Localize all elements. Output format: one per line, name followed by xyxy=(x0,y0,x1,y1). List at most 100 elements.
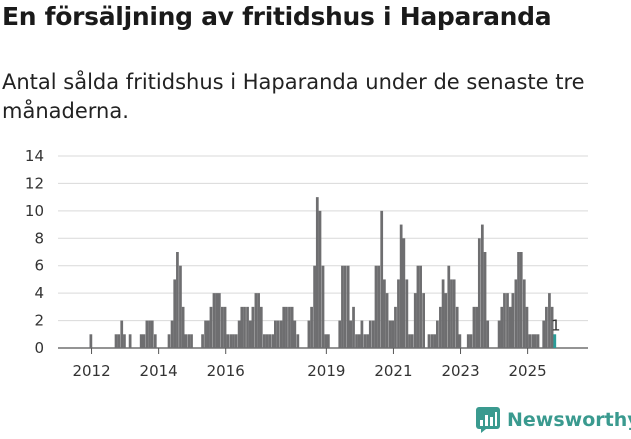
bar xyxy=(215,293,219,348)
bar xyxy=(243,306,246,348)
bar xyxy=(511,293,515,348)
bars xyxy=(89,197,557,348)
bar xyxy=(472,306,476,348)
bar xyxy=(89,334,93,348)
bar xyxy=(475,306,478,348)
bar xyxy=(274,320,277,348)
bar xyxy=(262,334,266,348)
bar xyxy=(114,334,118,348)
bar xyxy=(237,320,241,348)
bar xyxy=(338,320,342,348)
bar xyxy=(343,265,347,348)
x-tick-label: 2014 xyxy=(140,362,178,380)
y-tick-label: 12 xyxy=(25,174,44,192)
bar xyxy=(173,279,177,348)
bar xyxy=(184,334,188,348)
bar xyxy=(402,238,406,348)
bar xyxy=(324,334,328,348)
bar xyxy=(268,334,272,348)
bar xyxy=(282,306,286,348)
bar xyxy=(363,334,367,348)
bar xyxy=(514,279,518,348)
y-axis: 0 2 4 6 8 10 12 14 xyxy=(25,147,44,357)
bar xyxy=(477,238,481,348)
y-tick-label: 2 xyxy=(34,312,44,330)
x-tick-label: 2016 xyxy=(207,362,245,380)
bar xyxy=(170,320,174,348)
bar xyxy=(209,306,213,348)
bar xyxy=(380,210,384,348)
bar xyxy=(321,265,325,348)
bar xyxy=(265,334,269,348)
bar xyxy=(187,334,191,348)
bar xyxy=(179,265,182,348)
bar xyxy=(458,334,462,348)
x-tick-label: 2019 xyxy=(307,362,345,380)
bar xyxy=(176,252,179,348)
bar xyxy=(397,279,400,348)
bar xyxy=(360,320,364,348)
bar xyxy=(377,265,381,348)
bar xyxy=(288,306,291,348)
bar-latest xyxy=(553,334,557,348)
bar xyxy=(357,334,361,348)
bar xyxy=(408,334,411,348)
bar xyxy=(285,306,288,348)
bar xyxy=(117,334,121,348)
bar xyxy=(455,306,459,348)
bar xyxy=(307,320,311,348)
bar xyxy=(430,334,434,348)
bar xyxy=(296,334,300,348)
bar xyxy=(447,265,451,348)
bar xyxy=(212,293,216,348)
bar xyxy=(229,334,233,348)
bar xyxy=(452,279,456,348)
bar xyxy=(548,293,551,348)
bar xyxy=(341,265,344,348)
bar xyxy=(545,306,548,348)
bar xyxy=(190,334,193,348)
x-axis: 2012 2014 2016 2019 2021 2023 2025 xyxy=(72,348,547,380)
bar xyxy=(293,320,297,348)
bar xyxy=(167,334,171,348)
y-tick-label: 8 xyxy=(34,229,44,247)
data-labels: 1 xyxy=(551,316,561,334)
bar xyxy=(388,320,392,348)
bar xyxy=(148,320,151,348)
bar xyxy=(508,306,512,348)
newsworthy-brand[interactable]: Newsworthy xyxy=(475,406,631,434)
bar xyxy=(318,210,322,348)
bar xyxy=(221,306,224,348)
bar xyxy=(522,279,526,348)
bar xyxy=(313,265,316,348)
newsworthy-logo-icon xyxy=(476,407,500,433)
bar xyxy=(257,293,260,348)
bar xyxy=(413,293,417,348)
bar xyxy=(246,306,249,348)
bar xyxy=(469,334,473,348)
bar xyxy=(226,334,230,348)
bar xyxy=(150,320,154,348)
bar xyxy=(480,224,484,348)
bar xyxy=(444,293,448,348)
bar xyxy=(352,306,355,348)
bar xyxy=(276,320,280,348)
bar xyxy=(120,320,124,348)
bar xyxy=(436,320,439,348)
bar xyxy=(385,293,389,348)
chart-subtitle: Antal sålda fritidshus i Haparanda under… xyxy=(2,70,585,123)
bar xyxy=(439,306,442,348)
x-tick-label: 2021 xyxy=(374,362,412,380)
bar xyxy=(259,306,263,348)
bar xyxy=(206,320,210,348)
y-tick-label: 6 xyxy=(34,257,44,275)
bar xyxy=(536,334,540,348)
bar xyxy=(531,334,535,348)
chart-title: En försäljning av fritidshus i Haparanda xyxy=(2,2,552,31)
y-tick-label: 14 xyxy=(25,147,44,165)
bar xyxy=(153,334,157,348)
y-tick-label: 10 xyxy=(25,202,44,220)
bar xyxy=(503,293,506,348)
bar xyxy=(450,279,453,348)
bar xyxy=(181,306,185,348)
